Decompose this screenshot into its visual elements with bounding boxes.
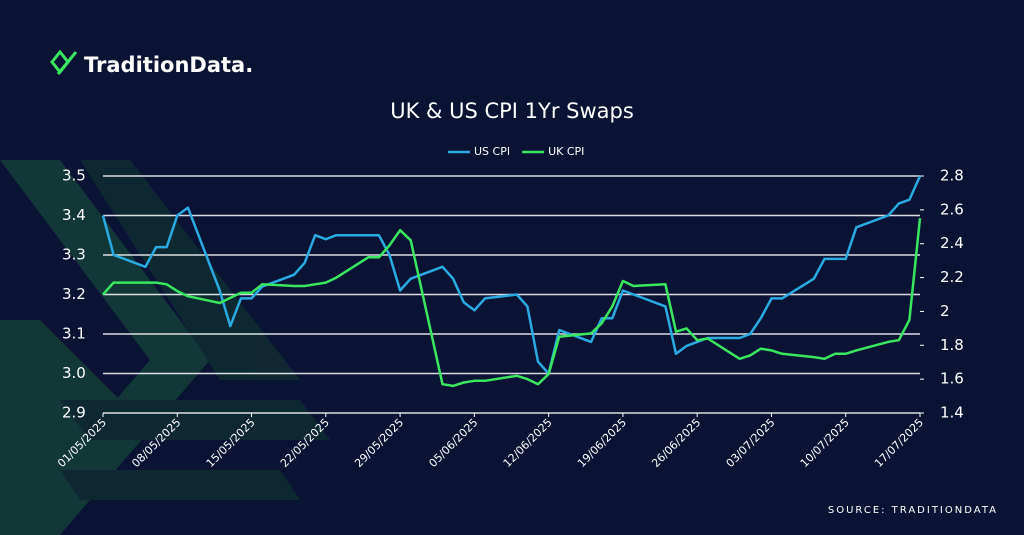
y2-tick-label: 1.6: [940, 370, 964, 388]
y2-tick-label: 2.6: [940, 200, 964, 218]
y-tick-label: 3.0: [62, 364, 86, 382]
y2-tick-label: 2: [940, 302, 950, 320]
y-tick-label: 3.3: [62, 246, 86, 264]
chart-title: UK & US CPI 1Yr Swaps: [390, 99, 634, 123]
legend-item: US CPI: [448, 145, 510, 158]
y-tick-label: 3.1: [62, 325, 86, 343]
y-tick-label: 3.4: [62, 206, 86, 224]
legend-item: UK CPI: [522, 145, 584, 158]
brand: TraditionData.: [84, 53, 253, 77]
y-tick-label: 2.9: [62, 404, 86, 422]
source: SOURCE: TRADITIONDATA: [828, 505, 998, 516]
y-tick-label: 3.5: [62, 167, 86, 185]
y-tick-label: 3.2: [62, 285, 86, 303]
y2-tick-label: 1.4: [940, 404, 964, 422]
y2-tick-label: 2.8: [940, 167, 964, 185]
legend-label: UK CPI: [548, 145, 584, 158]
y2-tick-label: 2.4: [940, 234, 964, 252]
logo-icon: [56, 51, 78, 75]
y2-tick-label: 1.8: [940, 336, 964, 354]
series-line: [101, 175, 922, 375]
series-line: [102, 218, 922, 388]
logo: TraditionData.: [50, 49, 253, 77]
legend-label: US CPI: [474, 145, 510, 158]
y2-tick-label: 2.2: [940, 268, 964, 286]
